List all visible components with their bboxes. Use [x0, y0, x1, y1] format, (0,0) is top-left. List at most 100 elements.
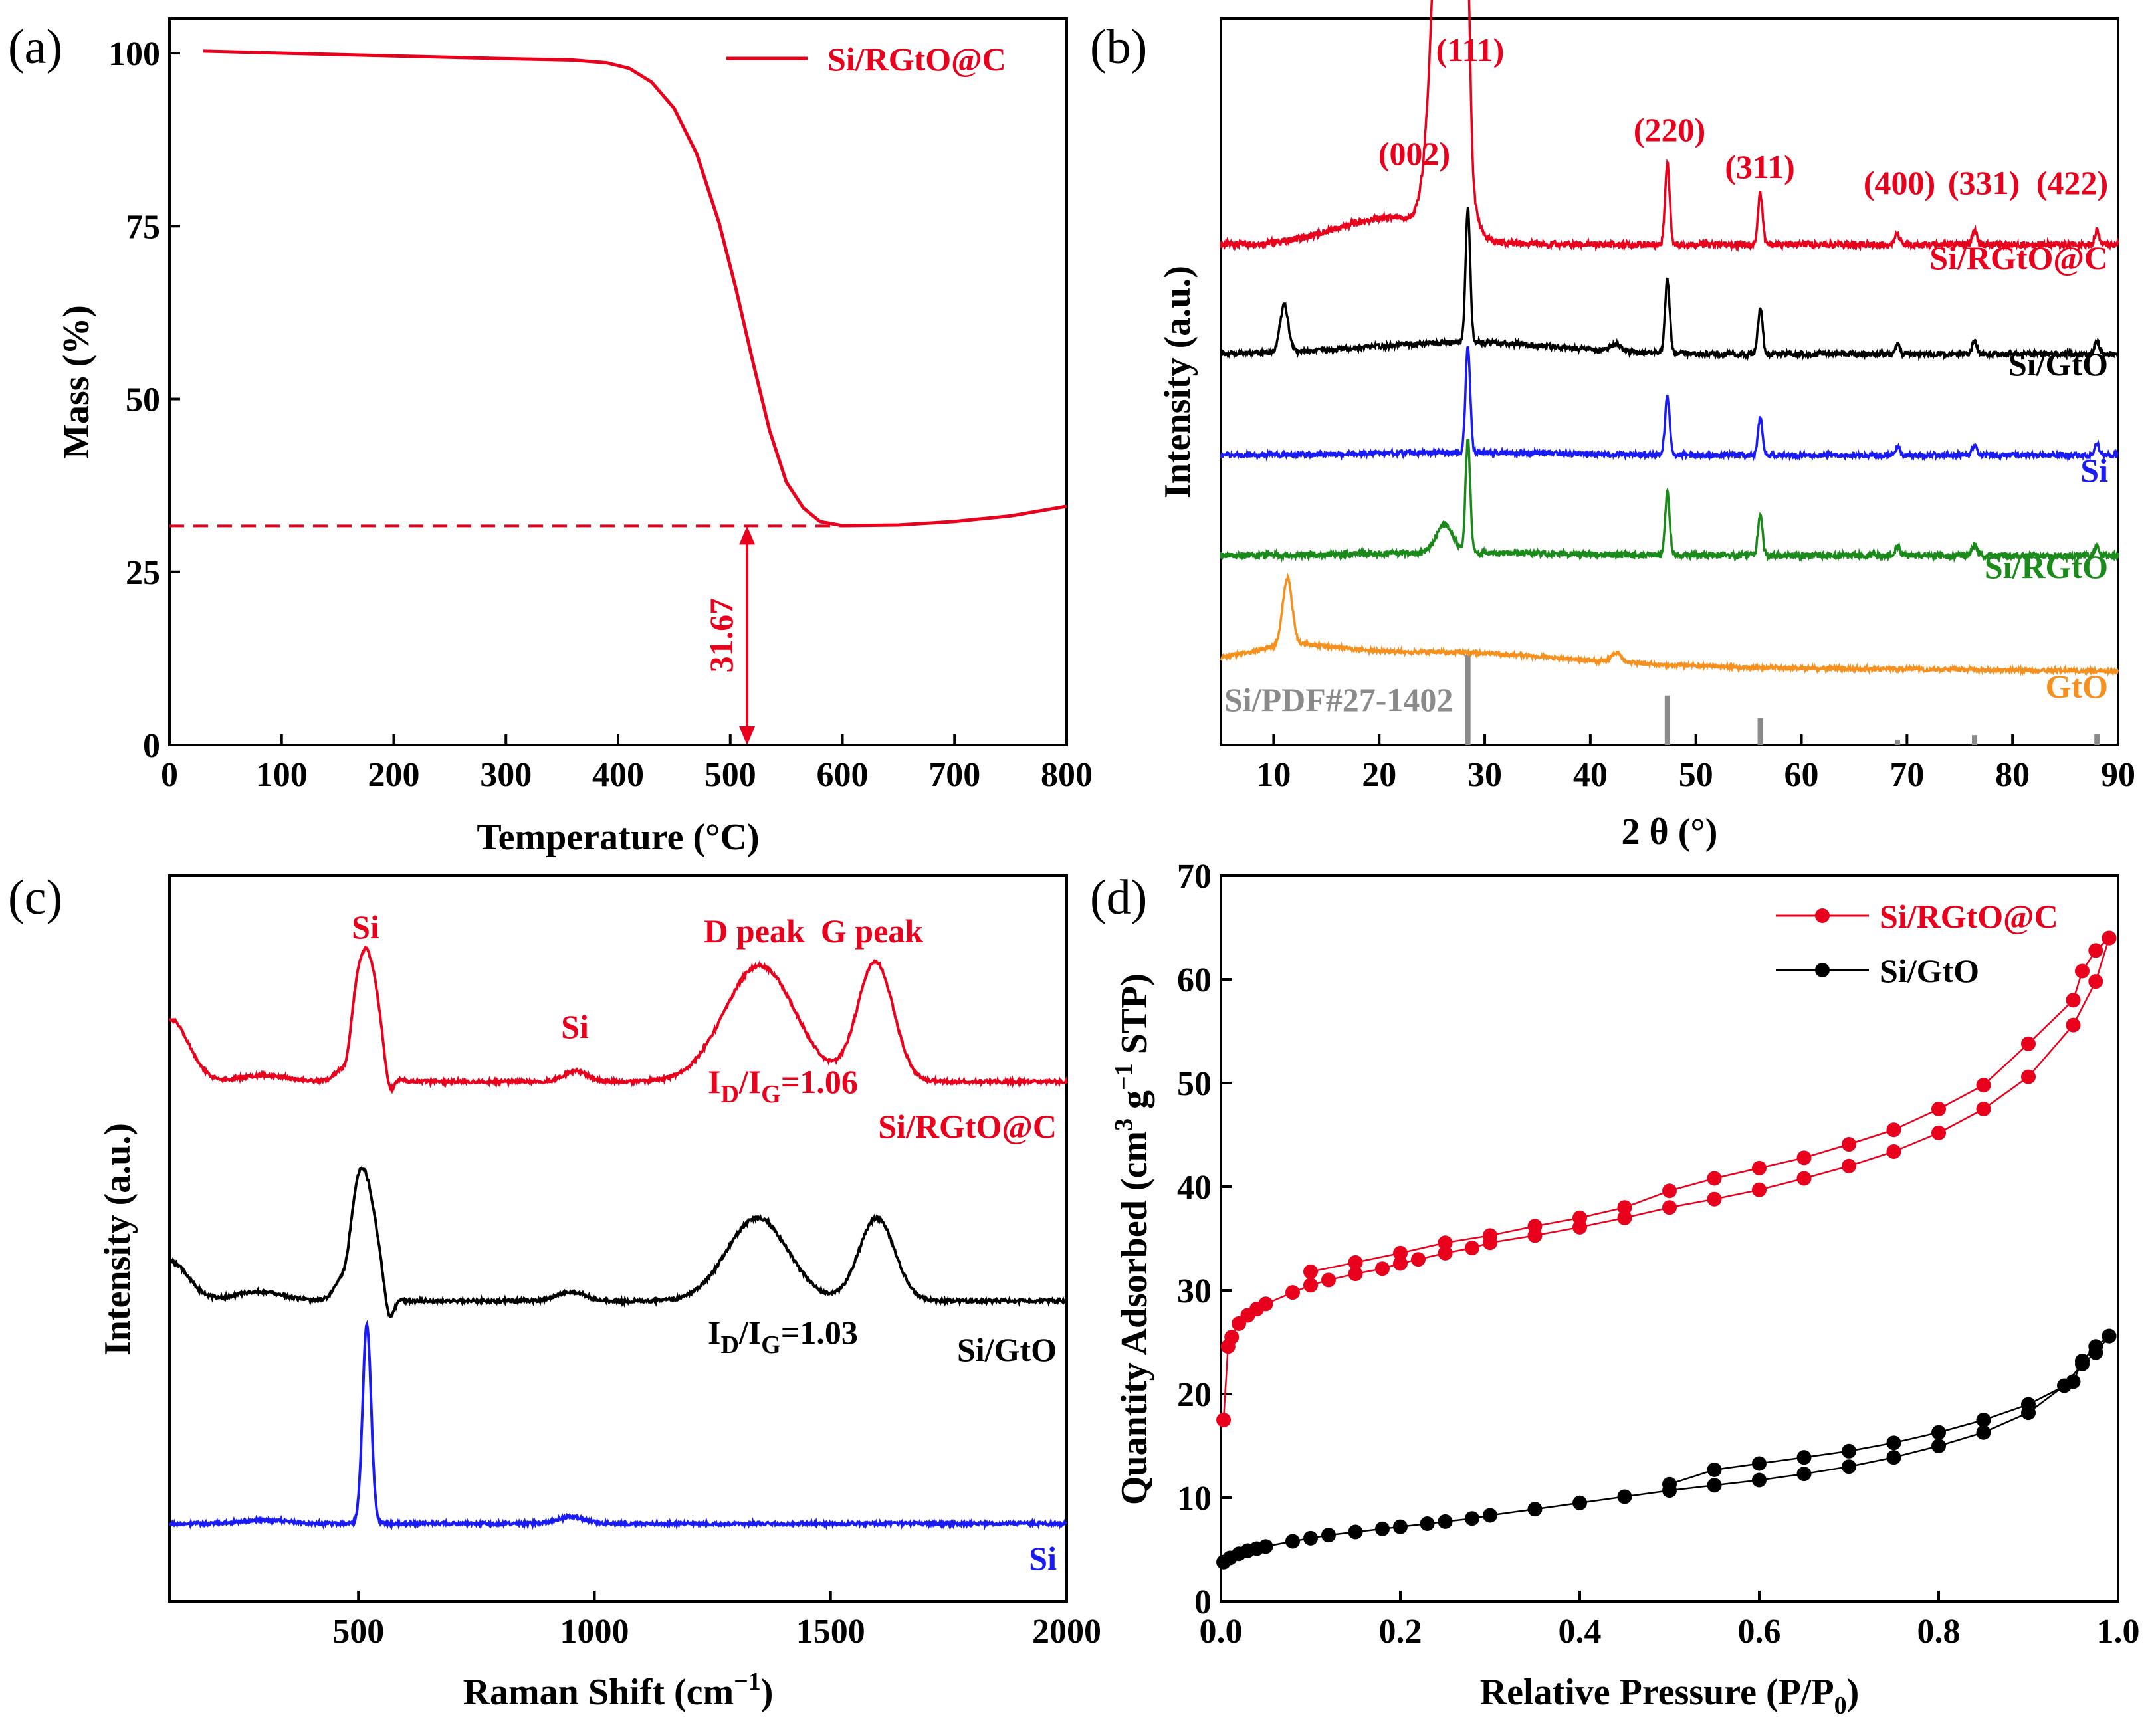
panel-b-xtick-label: 40 — [1573, 756, 1608, 794]
panel-b-series-label: Si/GtO — [2008, 346, 2108, 383]
panel-d-si-rgto-c-point — [1348, 1267, 1363, 1282]
panel-b-series-si — [1220, 346, 2119, 462]
panel-b-peak-label: (002) — [1378, 135, 1450, 172]
panel-d-si-rgto-c-point — [1285, 1285, 1300, 1300]
panel-d-plot-frame — [1220, 874, 2119, 1603]
panel-c-xlabel: Raman Shift (cm−1) — [463, 1668, 774, 1713]
panel-d-ylabel-part: Quantity Adsorbed (cm — [1114, 1131, 1155, 1505]
panel-c-series-si — [168, 1320, 1067, 1531]
panel-d-si-rgto-c-point — [1438, 1245, 1453, 1261]
panel-d-si-gto-point — [1285, 1534, 1300, 1549]
panel-c-ratio-black: ID/IG=1.03 — [708, 1314, 858, 1359]
panel-b-series-si-rgto — [1220, 439, 2119, 563]
panel-d-xtick-label: 1.0 — [2097, 1613, 2140, 1651]
panel-d-si-rgto-c-point — [2066, 1017, 2081, 1033]
panel-c-ratio-part: D — [720, 1080, 738, 1108]
panel-d-si-rgto-c-point — [1216, 1413, 1232, 1427]
panel-d-si-rgto-c-point — [1438, 1235, 1453, 1251]
panel-d-si-rgto-c-point — [2021, 1036, 2036, 1051]
panel-a-residual-label: 31.67 — [702, 598, 740, 673]
panel-b-peak-label: (111) — [1436, 31, 1505, 68]
panel-d-si-gto-point — [1886, 1450, 1901, 1465]
panel-b-series-label: GtO — [2046, 668, 2108, 705]
panel-d-si-rgto-c-point — [1796, 1150, 1812, 1166]
panel-a-ytick-label: 100 — [108, 35, 160, 73]
panel-d-si-gto-point — [1976, 1425, 1991, 1440]
panel-d-ytick-label: 40 — [1177, 1169, 1212, 1207]
panel-d-si-rgto-c-point — [2066, 993, 2081, 1008]
panel-d-si-gto-point — [1572, 1495, 1587, 1510]
panel-c-peak-label: Si — [561, 1008, 589, 1045]
panel-d-si-gto-point — [1420, 1516, 1435, 1531]
panel-d-si-rgto-c-point — [1348, 1255, 1363, 1270]
panel-b-reference-bar — [1465, 655, 1471, 745]
panel-b-xrd: (b) 10 20 30 40 50 60 70 80 90 (002) (111) (220) (3… — [1090, 0, 2135, 853]
panel-a-xtick-label: 200 — [368, 756, 420, 794]
panel-d-si-rgto-c-point — [1527, 1219, 1543, 1234]
panel-b-peak-label: (220) — [1634, 111, 1705, 148]
panel-c-ratio-part: D — [720, 1331, 738, 1359]
panel-c-xtick-label: 2000 — [1032, 1613, 1101, 1651]
panel-d-ylabel-part: −1 — [1110, 1063, 1138, 1090]
panel-d-si-gto-point — [1707, 1462, 1722, 1477]
panel-c-curves — [168, 945, 1068, 1531]
panel-d-letter: (d) — [1090, 870, 1147, 925]
panel-d-si-rgto-c-point — [1752, 1160, 1767, 1175]
panel-d-si-rgto-c-point — [1572, 1210, 1587, 1225]
panel-d-si-rgto-c-point — [1303, 1264, 1318, 1279]
panel-c-series-si-gto — [168, 1166, 1067, 1318]
panel-b-peak-label: (331) — [1948, 164, 2020, 201]
panel-d-si-gto-point — [2088, 1339, 2103, 1354]
panel-d-xtick-label: 0.4 — [1559, 1613, 1602, 1651]
panel-d-ytick-label: 70 — [1177, 858, 1212, 896]
panel-c-ratio-part: G — [761, 1331, 781, 1359]
panel-d-ylabel-part: STP) — [1114, 973, 1155, 1063]
panel-c-ratio-label: ID/IG=1.03 — [708, 1314, 858, 1359]
panel-d-si-gto-point — [1348, 1524, 1363, 1540]
panel-d-ytick-label: 60 — [1177, 962, 1212, 999]
panel-d-xlabel-part: 0 — [1834, 1692, 1847, 1720]
panel-a-ticks: 0 100 200 300 400 500 600 700 800 0 25 50 75 100 — [108, 35, 1093, 794]
panel-b-xtick-label: 20 — [1362, 756, 1396, 794]
panel-d-si-gto-point — [2075, 1354, 2090, 1369]
panel-a-xtick-label: 0 — [161, 756, 178, 794]
panel-d-si-gto-point — [1976, 1413, 1991, 1427]
panel-c-peak-label: D peak — [704, 912, 805, 950]
panel-d-si-gto-point — [1842, 1443, 1856, 1459]
panel-c-ticks: 500 1000 1500 2000 — [332, 1591, 1101, 1651]
panel-d-si-gto-point — [1465, 1511, 1479, 1526]
panel-a-xtick-label: 500 — [704, 756, 756, 794]
panel-d-si-rgto-c-point — [1842, 1137, 1856, 1152]
panel-c-ratio-part: G — [761, 1080, 781, 1108]
panel-d-si-rgto-c-point — [1617, 1200, 1632, 1215]
panel-b-series-label: Si/RGtO — [1985, 548, 2108, 585]
panel-b-reference-bar — [1895, 739, 1901, 745]
panel-d-si-gto-point — [1796, 1467, 1812, 1482]
panel-d-si-rgto-c-point — [1662, 1183, 1677, 1199]
panel-d-si-gto-point — [1321, 1528, 1336, 1543]
panel-d-si-gto-point — [1931, 1439, 1946, 1453]
panel-c-plot-frame — [168, 874, 1068, 1603]
panel-c-peak-labels: Si Si D peak G peak — [352, 908, 923, 1045]
panel-d-si-rgto-c-point — [1752, 1182, 1767, 1197]
panel-c-ratio-part: I — [708, 1314, 720, 1351]
panel-b-reference-label: Si/PDF#27-1402 — [1224, 681, 1453, 718]
panel-c-ratio-part: I — [708, 1063, 720, 1100]
panel-a-arrow-head-up — [739, 526, 756, 545]
panel-b-xtick-label: 10 — [1256, 756, 1291, 794]
panel-d-si-gto-point — [1752, 1472, 1767, 1488]
panel-b-series-label: Si/RGtO@C — [1929, 239, 2108, 276]
panel-b-reference-bars — [1465, 655, 2100, 745]
panel-d-si-gto-point — [1483, 1508, 1497, 1523]
panel-d-si-rgto-c-point — [1393, 1245, 1408, 1261]
panel-b-peak-label: (311) — [1725, 148, 1795, 185]
panel-d-si-rgto-c-point — [1393, 1256, 1408, 1271]
panel-d-si-gto-point — [1931, 1425, 1946, 1440]
panel-a-ytick-label: 0 — [143, 727, 160, 765]
panel-d-si-rgto-c-point — [1886, 1122, 1901, 1138]
panel-a-xtick-label: 300 — [480, 756, 532, 794]
panel-d-si-rgto-c-point — [2102, 930, 2117, 946]
panel-d-si-gto-point — [1258, 1539, 1273, 1554]
